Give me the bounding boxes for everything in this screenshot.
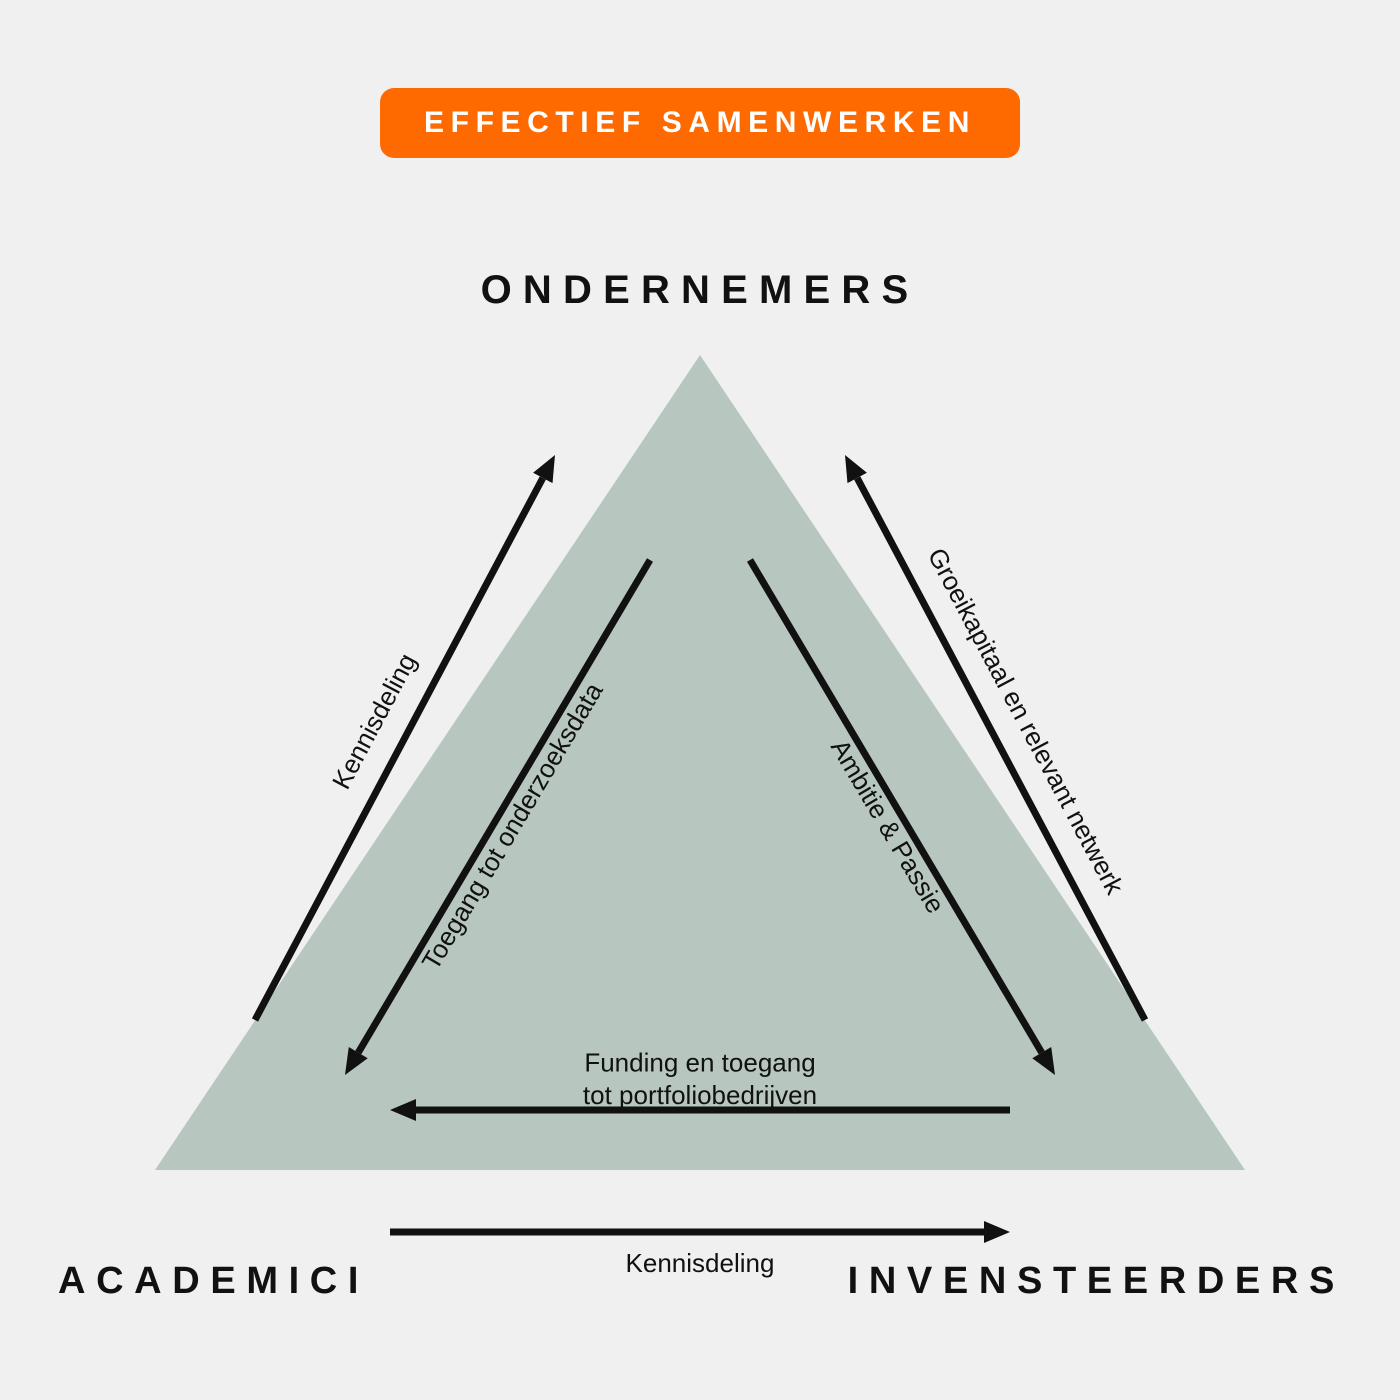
diagram-canvas: EFFECTIEF SAMENWERKEN KennisdelingGroeik…	[0, 0, 1400, 1400]
edge-label-outer-bottom: Kennisdeling	[626, 1248, 775, 1278]
node-label-top: ONDERNEMERS	[481, 268, 920, 312]
node-label-left: ACADEMICI	[58, 1260, 369, 1302]
edge-label-outer-left: Kennisdeling	[326, 648, 422, 794]
node-label-right: INVENSTEERDERS	[848, 1260, 1345, 1302]
triangle-diagram: KennisdelingGroeikapitaal en relevant ne…	[0, 0, 1400, 1400]
arrow	[390, 1221, 1010, 1243]
